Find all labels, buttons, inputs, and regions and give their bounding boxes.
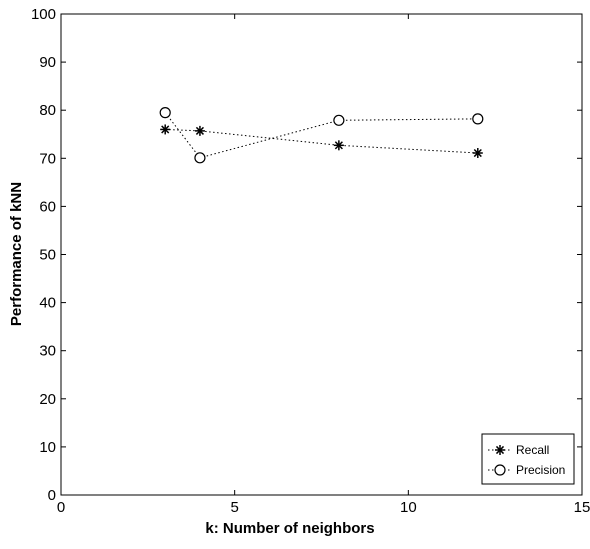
y-tick-label: 90 <box>39 54 56 71</box>
y-tick-label: 80 <box>39 102 56 119</box>
recall-point <box>160 124 171 135</box>
legend-recall-marker <box>495 445 505 455</box>
precision-line <box>164 112 478 159</box>
y-tick-label: 20 <box>39 391 56 408</box>
x-tick-label: 5 <box>230 499 238 516</box>
y-tick-label: 0 <box>48 487 56 504</box>
y-tick-label: 70 <box>39 150 56 167</box>
legend-precision-label: Precision <box>516 463 565 477</box>
y-tick-label: 30 <box>39 343 56 360</box>
legend-box <box>481 433 575 485</box>
y-tick-label: 60 <box>39 198 56 215</box>
plot-area <box>60 13 583 496</box>
recall-point <box>472 148 483 159</box>
series-layer <box>159 107 484 164</box>
y-tick-label: 100 <box>31 6 56 23</box>
precision-point <box>159 107 171 119</box>
legend: Recall Precision <box>481 433 575 485</box>
y-axis-label: Performance of kNN <box>8 182 25 326</box>
y-axis-ticks: 0 10 20 30 40 50 60 70 80 90 100 <box>31 6 582 504</box>
x-tick-label: 0 <box>57 499 65 516</box>
x-tick-label: 10 <box>400 499 417 516</box>
legend-precision-marker <box>494 464 506 476</box>
precision-point <box>333 114 345 126</box>
precision-point <box>194 152 206 164</box>
y-tick-label: 10 <box>39 439 56 456</box>
y-tick-label: 40 <box>39 295 56 312</box>
x-axis-label: k: Number of neighbors <box>205 520 374 537</box>
legend-recall-label: Recall <box>516 443 549 457</box>
precision-point <box>472 113 484 125</box>
recall-point <box>194 125 205 136</box>
recall-point <box>333 140 344 151</box>
recall-line <box>165 128 478 154</box>
y-tick-label: 50 <box>39 247 56 264</box>
x-axis-ticks: 0 5 10 15 <box>57 14 590 516</box>
x-tick-label: 15 <box>574 499 590 516</box>
